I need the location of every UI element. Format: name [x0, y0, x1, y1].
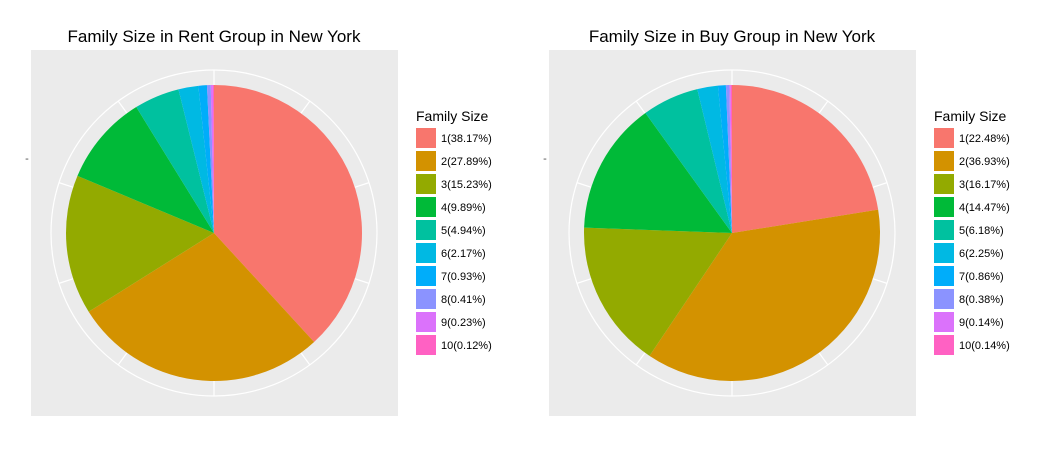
grid-tick-line: [58, 182, 74, 188]
pie-slice-7: [717, 85, 732, 234]
legend-label-3: 3(16.17%): [959, 179, 1010, 191]
pie-slice-5: [136, 89, 214, 233]
pie-slice-6: [697, 85, 732, 234]
legend-label-4: 4(9.89%): [441, 202, 486, 214]
pie-slice-3: [584, 227, 732, 356]
legend-label-10: 10(0.14%): [959, 340, 1010, 352]
pie-slice-10: [212, 85, 214, 233]
legend-key-10: [416, 335, 436, 355]
pie-slice-9: [729, 85, 732, 233]
grid-tick-line: [872, 278, 888, 284]
pie-slice-1: [214, 85, 362, 343]
legend-label-6: 6(2.25%): [959, 248, 1004, 260]
pie-slice-10: [730, 85, 732, 233]
legend-label-2: 2(36.93%): [959, 156, 1010, 168]
legend-label-2: 2(27.89%): [441, 156, 492, 168]
legend-title: Family Size: [416, 108, 489, 124]
grid-tick-line: [117, 100, 128, 114]
grid-tick-line: [117, 352, 128, 366]
legend-key-10: [934, 335, 954, 355]
legend-key-2: [934, 151, 954, 171]
legend: Family Size 1(38.17%) 2(27.89%) 3(15.23%) 4(…: [416, 108, 492, 355]
legend-key-7: [934, 266, 954, 286]
grid-tick-line: [635, 352, 646, 366]
legend-key-6: [934, 243, 954, 263]
legend-key-8: [934, 289, 954, 309]
pie-slice-8: [725, 85, 732, 233]
legend-label-1: 1(38.17%): [441, 133, 492, 145]
grid-tick-line: [872, 182, 888, 188]
pie-slice-2: [88, 233, 315, 381]
legend-label-5: 5(6.18%): [959, 225, 1004, 237]
legend-key-3: [934, 174, 954, 194]
legend-label-8: 8(0.38%): [959, 294, 1004, 306]
legend-label-8: 8(0.41%): [441, 294, 486, 306]
pie-slice-1: [732, 85, 879, 233]
grid-tick-line: [818, 100, 829, 114]
pie-chart-1: Family Size in Rent Group in New York - Fa…: [25, 27, 492, 416]
legend-label-9: 9(0.14%): [959, 317, 1004, 329]
legend-label-7: 7(0.86%): [959, 271, 1004, 283]
legend-label-3: 3(15.23%): [441, 179, 492, 191]
pie-slice-2: [649, 209, 880, 381]
legend-key-2: [416, 151, 436, 171]
legend-key-6: [416, 243, 436, 263]
grid-tick-line: [818, 352, 829, 366]
legend-key-3: [416, 174, 436, 194]
chart-title: Family Size in Rent Group in New York: [68, 27, 361, 46]
grid-tick-line: [58, 278, 74, 284]
legend-label-10: 10(0.12%): [441, 340, 492, 352]
pie-slice-5: [645, 89, 732, 233]
legend-title: Family Size: [934, 108, 1007, 124]
legend-label-4: 4(14.47%): [959, 202, 1010, 214]
y-tick-mark: -: [543, 153, 547, 165]
grid-tick-line: [635, 100, 646, 114]
legend-label-9: 9(0.23%): [441, 317, 486, 329]
pie-slice-6: [178, 85, 214, 234]
legend-key-9: [934, 312, 954, 332]
legend-key-4: [934, 197, 954, 217]
legend-key-5: [416, 220, 436, 240]
y-tick-mark: -: [25, 153, 29, 165]
legend-key-1: [416, 128, 436, 148]
pie-slice-3: [65, 175, 214, 312]
pie-slice-8: [206, 85, 214, 233]
legend-label-5: 5(4.94%): [441, 225, 486, 237]
pie-slice-4: [77, 107, 215, 233]
grid-tick-line: [300, 352, 311, 366]
pie-slice-4: [584, 112, 732, 233]
legend-key-4: [416, 197, 436, 217]
legend-label-7: 7(0.93%): [441, 271, 486, 283]
legend-key-1: [934, 128, 954, 148]
grid-tick-line: [576, 278, 592, 284]
legend-key-7: [416, 266, 436, 286]
pie-slice-9: [210, 85, 214, 233]
legend-key-5: [934, 220, 954, 240]
pie-slice-7: [198, 85, 214, 233]
legend-label-1: 1(22.48%): [959, 133, 1010, 145]
grid-tick-line: [354, 278, 370, 284]
legend-key-9: [416, 312, 436, 332]
grid-tick-line: [354, 182, 370, 188]
grid-tick-line: [576, 182, 592, 188]
pie-chart-2: Family Size in Buy Group in New York - Fam…: [543, 27, 1010, 416]
legend-key-8: [416, 289, 436, 309]
chart-title: Family Size in Buy Group in New York: [589, 27, 876, 46]
legend: Family Size 1(22.48%) 2(36.93%) 3(16.17%) 4(…: [934, 108, 1010, 355]
legend-label-6: 6(2.17%): [441, 248, 486, 260]
grid-tick-line: [300, 100, 311, 114]
